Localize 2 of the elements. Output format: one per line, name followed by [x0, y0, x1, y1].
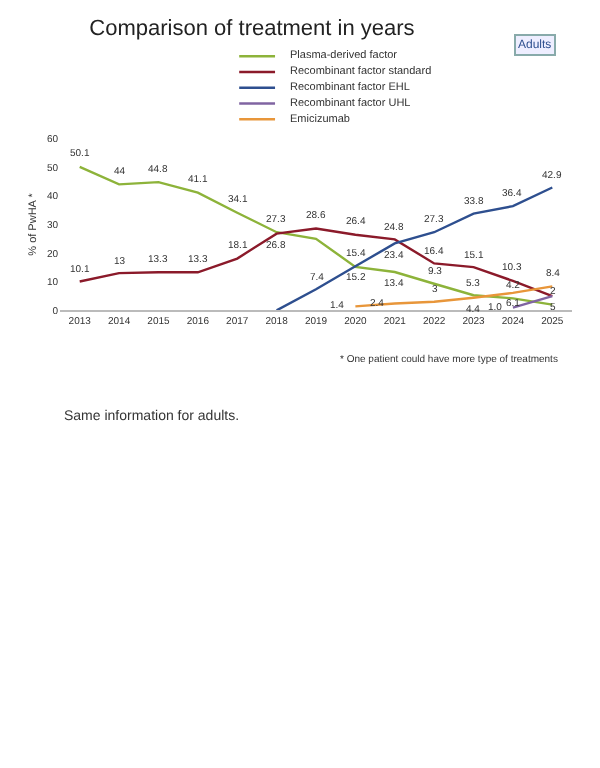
- chart-title: Comparison of treatment in years: [89, 16, 416, 41]
- line-series: [354, 285, 554, 308]
